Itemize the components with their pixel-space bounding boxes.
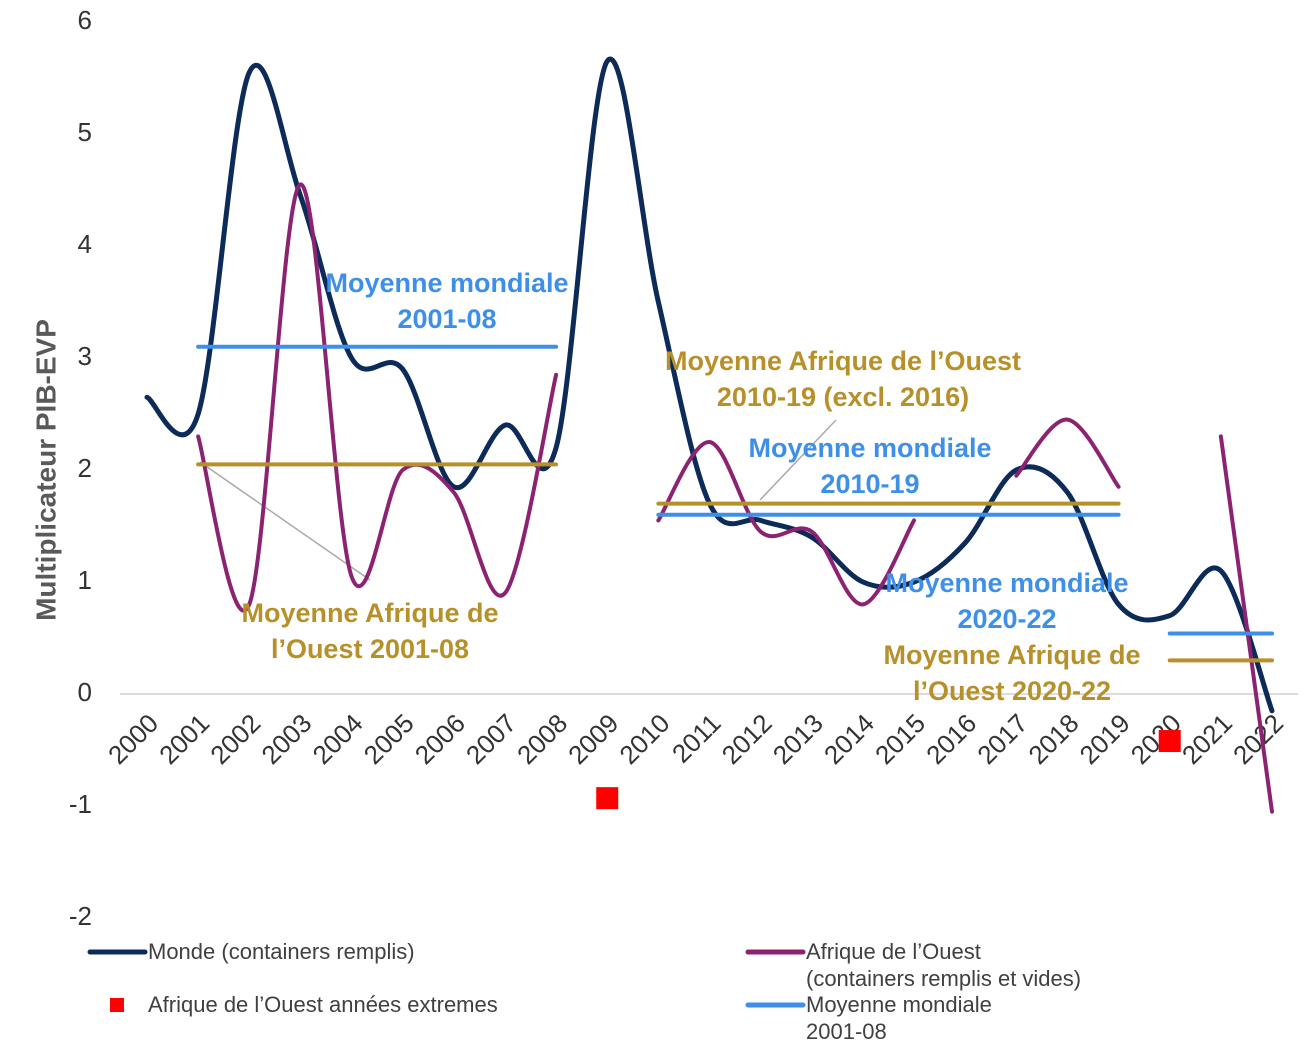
x-tick-label: 2013	[767, 708, 829, 770]
annotation: Moyenne Afrique de l’Ouest 2010-19 (excl…	[664, 346, 1022, 412]
x-tick-label: 2017	[971, 708, 1033, 770]
y-tick-label: 5	[78, 117, 92, 147]
leader-line	[199, 461, 371, 581]
y-tick-label: 3	[78, 341, 92, 371]
legend-label: Monde (containers remplis)	[148, 939, 415, 964]
x-tick-label: 2002	[204, 708, 266, 770]
x-tick-label: 2006	[409, 708, 471, 770]
x-tick-label: 2005	[358, 708, 420, 770]
line-series	[196, 182, 1274, 814]
x-tick-label: 2004	[307, 708, 369, 770]
y-tick-label: -1	[69, 789, 92, 819]
y-tick-label: 1	[78, 565, 92, 595]
x-tick-label: 2012	[716, 708, 778, 770]
y-axis-label: Multiplicateur PIB-EVP	[30, 319, 61, 621]
x-tick-label: 2019	[1074, 708, 1136, 770]
x-tick-label: 2003	[255, 708, 317, 770]
annotation: Moyenne Afrique de l’Ouest 2020-22	[883, 640, 1141, 706]
x-tick-label: 2000	[102, 708, 164, 770]
x-tick-label: 2008	[511, 708, 573, 770]
x-tick-label: 2014	[818, 708, 880, 770]
x-tick-label: 2021	[1176, 708, 1238, 770]
scatter-point	[1158, 730, 1181, 753]
annotation: Moyenne mondiale 2010-19	[748, 433, 992, 499]
y-tick-label: 2	[78, 453, 92, 483]
y-tick-label: 4	[78, 229, 92, 259]
x-tick-label: 2009	[562, 708, 624, 770]
y-tick-label: 6	[78, 5, 92, 35]
scatter-point	[596, 787, 619, 810]
annotation: Moyenne mondiale 2020-22	[885, 568, 1129, 634]
x-tick-label: 2018	[1022, 708, 1084, 770]
x-tick-label: 2015	[869, 708, 931, 770]
x-tick-label: 2010	[613, 708, 675, 770]
y-tick-label: 0	[78, 677, 92, 707]
leader-line	[759, 419, 837, 501]
x-tick-label: 2001	[153, 708, 215, 770]
annotation: Moyenne Afrique de l’Ouest 2001-08	[241, 598, 499, 664]
x-tick-label: 2011	[666, 708, 727, 769]
legend-label: Moyenne mondiale 2001-08	[806, 992, 992, 1044]
x-tick-label: 2007	[460, 708, 522, 770]
x-tick-label: 2016	[920, 708, 982, 770]
legend-marker	[110, 998, 124, 1012]
legend-label: Afrique de l’Ouest années extremes	[148, 992, 498, 1017]
line-series	[144, 56, 1275, 714]
annotation: Moyenne mondiale 2001-08	[325, 268, 569, 334]
y-tick-label: -2	[69, 901, 92, 931]
legend-label: Afrique de l’Ouest (containers remplis e…	[806, 939, 1082, 991]
